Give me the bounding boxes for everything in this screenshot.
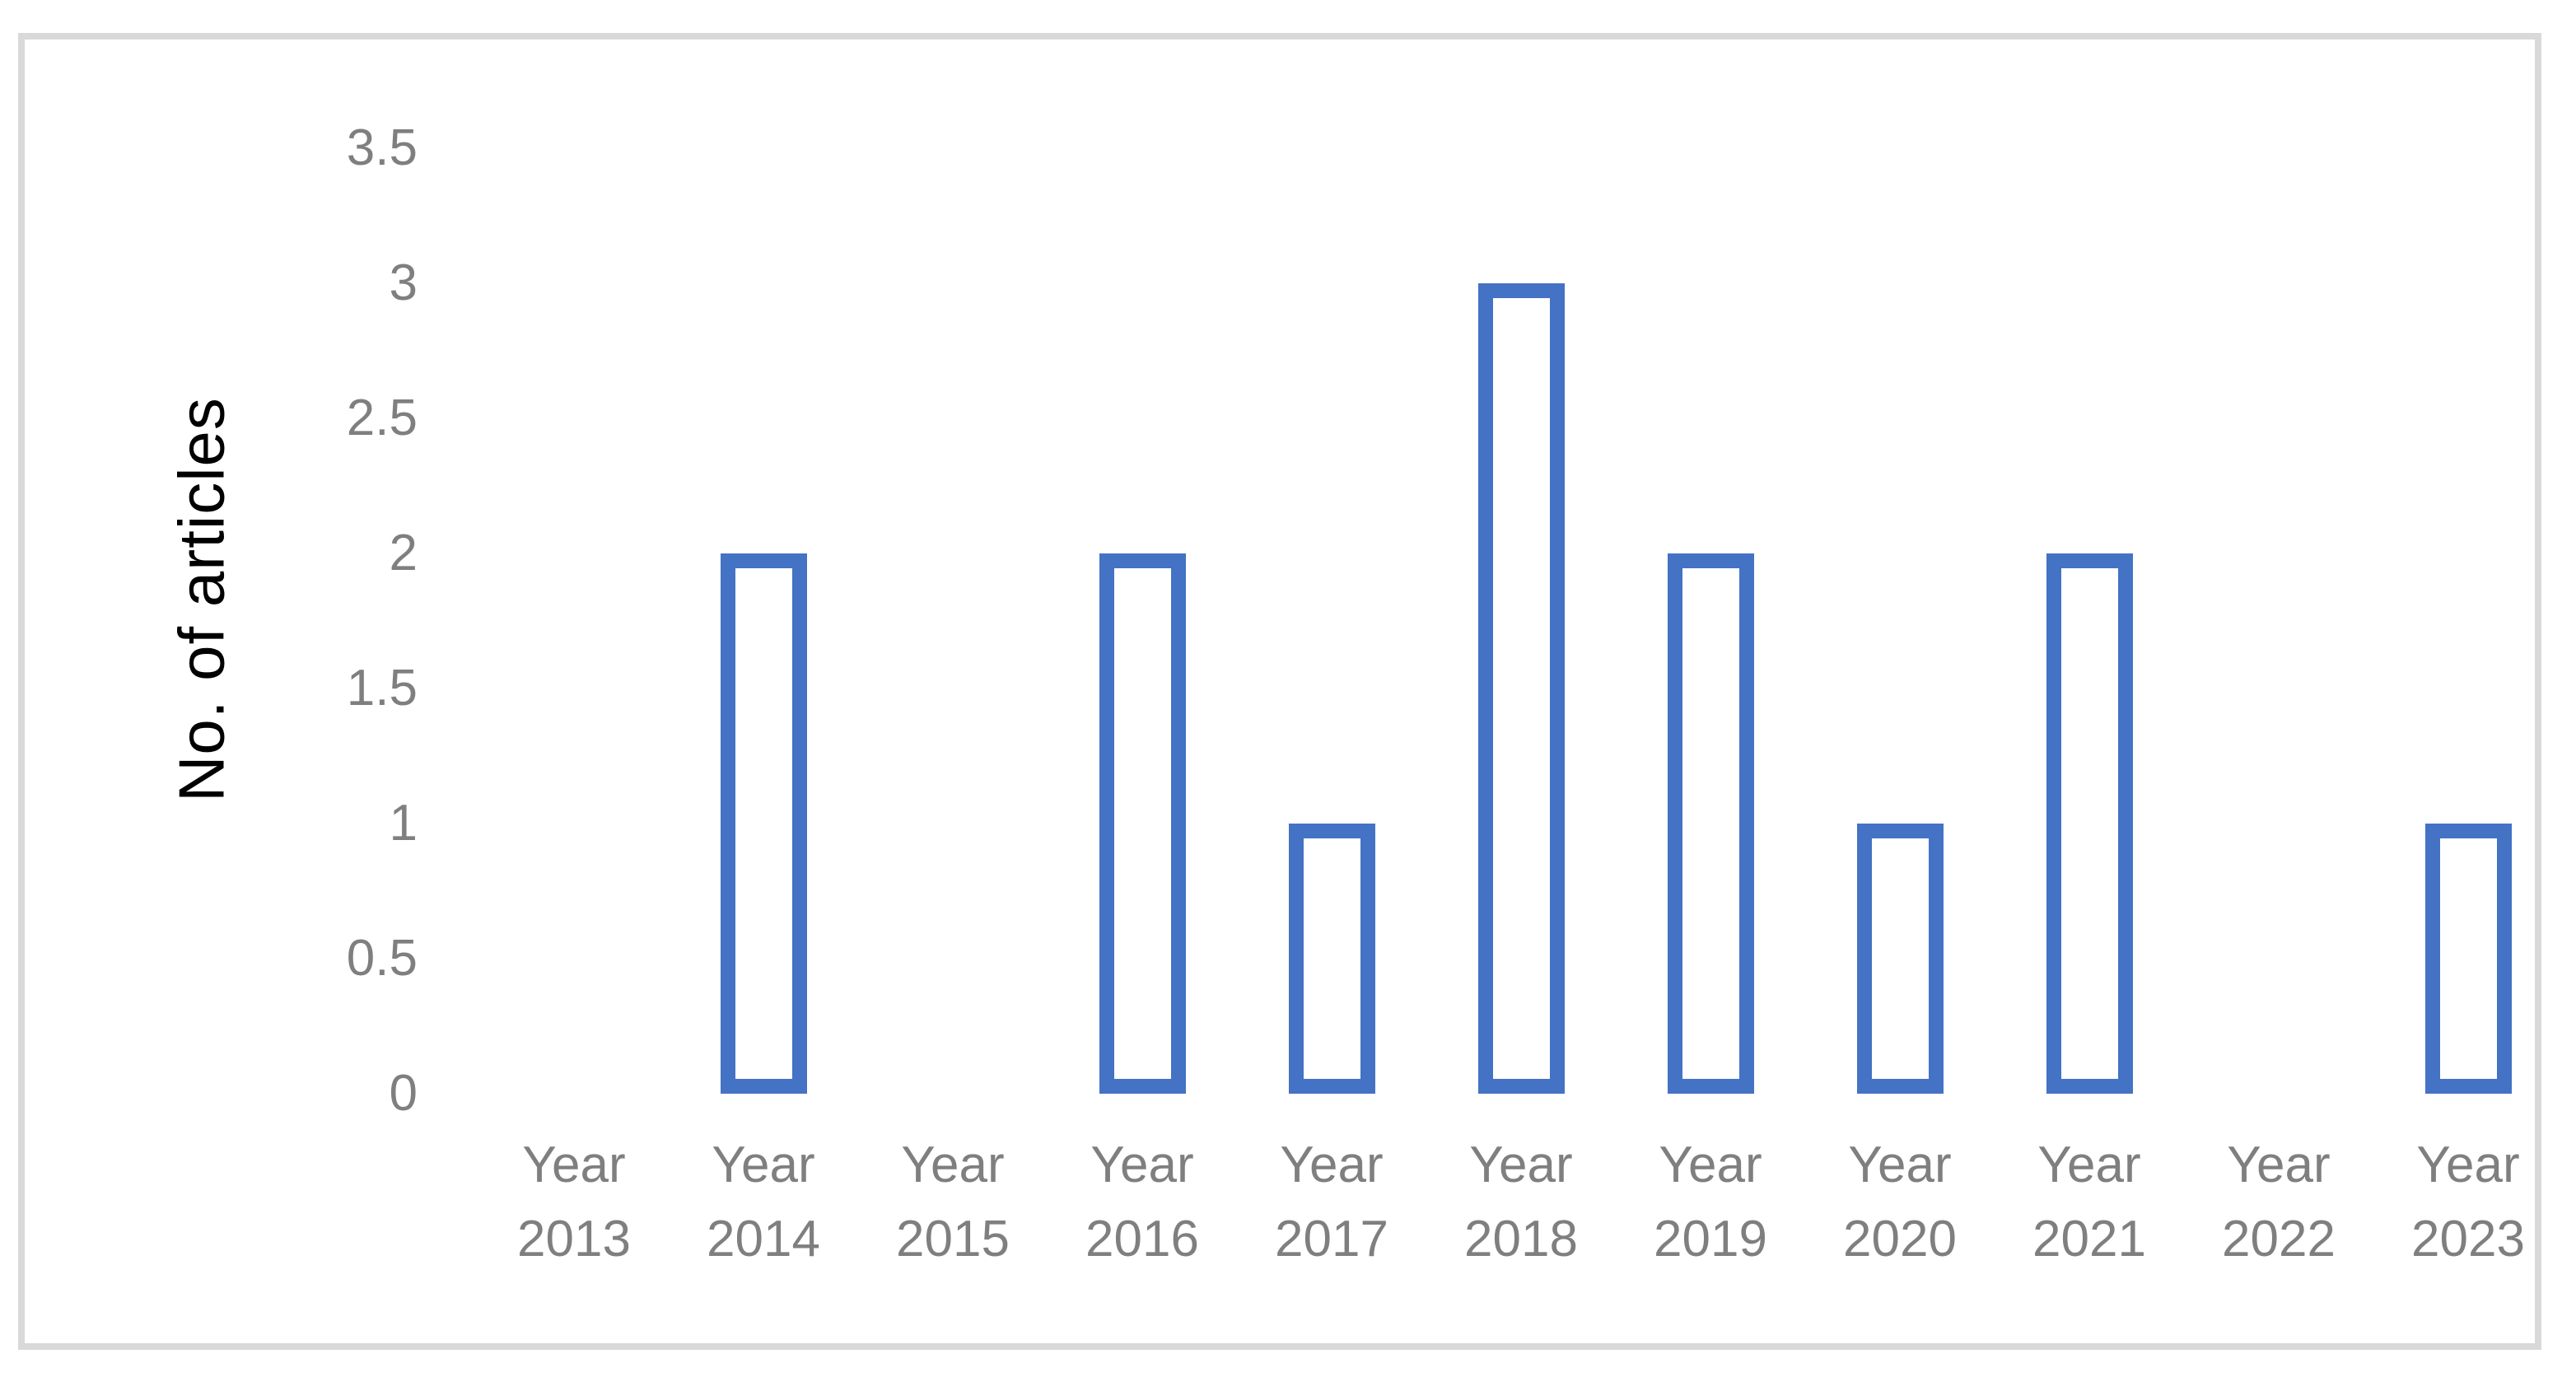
x-tick-label-line: 2020 — [1843, 1211, 1957, 1267]
x-tick-label-line: 2015 — [896, 1211, 1010, 1267]
y-tick-label: 2.5 — [346, 390, 418, 446]
x-tick-label-line: Year — [1659, 1137, 1762, 1193]
x-tick-label: Year 2016 — [1048, 1128, 1237, 1277]
y-tick-label: 1 — [389, 795, 418, 852]
x-tick-label-line: 2016 — [1085, 1211, 1199, 1267]
x-tick-label-line: 2022 — [2222, 1211, 2336, 1267]
x-tick-label: Year 2021 — [1995, 1128, 2184, 1277]
bar-year-2016 — [1099, 553, 1186, 1094]
y-axis-title: No. of articles — [165, 397, 238, 802]
x-tick-label-line: Year — [901, 1137, 1005, 1193]
bar-year-2020 — [1856, 824, 1944, 1094]
x-tick-label-line: Year — [2416, 1137, 2520, 1193]
x-tick-label: Year 2019 — [1616, 1128, 1805, 1277]
chart-frame-border: No. of articles 0 0.5 1 1.5 2 2.5 3 3.5 Year 201… — [18, 33, 2541, 1350]
bar-year-2018 — [1477, 283, 1565, 1094]
y-tick-label: 0 — [389, 1065, 418, 1122]
x-tick-label-line: Year — [2227, 1137, 2331, 1193]
x-tick-label-line: Year — [1280, 1137, 1384, 1193]
x-tick-label-line: Year — [2037, 1137, 2141, 1193]
x-tick-label-line: 2013 — [517, 1211, 631, 1267]
bar-year-2014 — [720, 553, 807, 1094]
x-tick-label-line: 2023 — [2411, 1211, 2525, 1267]
x-tick-label-line: Year — [1848, 1137, 1952, 1193]
bar-year-2021 — [2046, 553, 2133, 1094]
bar-year-2019 — [1667, 553, 1754, 1094]
x-tick-label-line: 2019 — [1654, 1211, 1767, 1267]
y-tick-label: 3 — [389, 254, 418, 311]
y-tick-label: 1.5 — [346, 660, 418, 717]
x-tick-label-line: Year — [712, 1137, 815, 1193]
x-tick-label: Year 2013 — [479, 1128, 669, 1277]
x-tick-label-line: 2018 — [1464, 1211, 1578, 1267]
x-tick-label-line: 2021 — [2032, 1211, 2146, 1267]
x-tick-label: Year 2018 — [1426, 1128, 1616, 1277]
y-tick-label: 2 — [389, 525, 418, 581]
bar-year-2023 — [2424, 824, 2512, 1094]
x-tick-label-line: 2014 — [707, 1211, 820, 1267]
x-tick-label: Year 2020 — [1805, 1128, 1995, 1277]
x-tick-label-line: Year — [1469, 1137, 1573, 1193]
y-tick-label: 0.5 — [346, 930, 418, 987]
x-tick-label: Year 2015 — [858, 1128, 1048, 1277]
x-tick-label: Year 2014 — [669, 1128, 858, 1277]
x-tick-label: Year 2023 — [2373, 1128, 2563, 1277]
x-tick-label-line: Year — [1090, 1137, 1194, 1193]
x-tick-label: Year 2017 — [1237, 1128, 1426, 1277]
x-tick-label: Year 2022 — [2184, 1128, 2373, 1277]
x-tick-label-line: 2017 — [1275, 1211, 1388, 1267]
x-tick-label-line: Year — [522, 1137, 626, 1193]
bar-year-2017 — [1288, 824, 1375, 1094]
y-tick-label: 3.5 — [346, 119, 418, 176]
